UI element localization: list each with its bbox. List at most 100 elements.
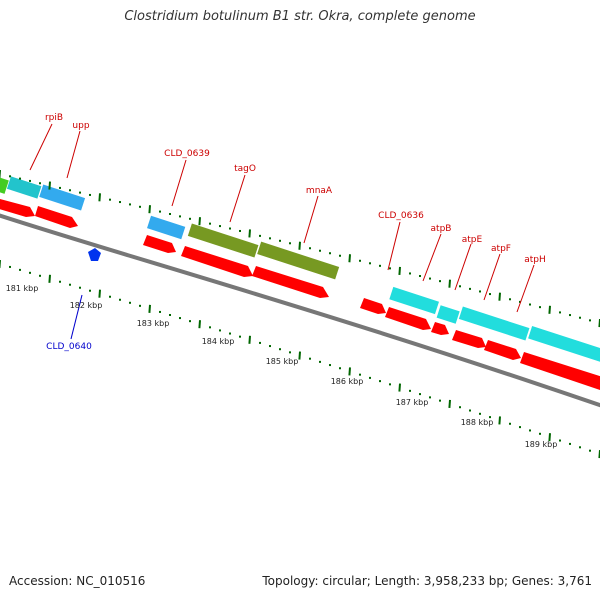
tick-mark [298, 241, 301, 250]
tick-dot [259, 234, 261, 237]
gene-label-atpf[interactable]: atpF [491, 244, 511, 254]
gene-box[interactable] [187, 223, 259, 258]
tick-dot [459, 285, 461, 288]
tick-dot [129, 203, 131, 206]
cds-arrow[interactable] [252, 266, 329, 298]
tick-dot [559, 311, 561, 314]
tick-dot [279, 239, 281, 242]
tick-dot [229, 332, 231, 335]
tick-dot [569, 314, 571, 317]
tick-dot [329, 252, 331, 255]
cds-arrow[interactable] [520, 352, 600, 392]
cds-arrow[interactable] [35, 206, 78, 228]
tick-dot [439, 399, 441, 402]
tick-dot [279, 348, 281, 351]
gene-label-cld-0639[interactable]: CLD_0639 [164, 149, 210, 159]
tick-dot [139, 205, 141, 208]
tick-mark [48, 274, 51, 283]
gene-label-rpib[interactable]: rpiB [45, 113, 63, 123]
gene-box[interactable] [6, 176, 42, 199]
tick-dot [529, 429, 531, 432]
kbp-label: 182 kbp [70, 301, 103, 310]
cds-arrow[interactable] [385, 307, 431, 330]
tick-dot [69, 189, 71, 192]
gene-box[interactable] [39, 184, 86, 211]
tick-dot [69, 283, 71, 286]
gene-box[interactable] [257, 241, 340, 280]
gene-label-atpe[interactable]: atpE [462, 235, 483, 245]
tick-dot [119, 201, 121, 204]
gene-box[interactable] [458, 306, 530, 341]
cds-arrow[interactable] [431, 322, 449, 335]
cds-arrow[interactable] [181, 246, 253, 277]
gene-label-atph[interactable]: atpH [524, 255, 546, 265]
tick-dot [339, 254, 341, 257]
kbp-label: 181 kbp [6, 284, 39, 293]
cds-arrow[interactable] [452, 330, 486, 348]
tick-mark [498, 416, 501, 425]
tick-dot [9, 265, 11, 268]
tick-dot [179, 215, 181, 218]
tick-dot [469, 287, 471, 290]
tick-dot [579, 316, 581, 319]
tick-dot [79, 191, 81, 194]
tick-dot [429, 277, 431, 280]
gene-label-tago[interactable]: tagO [234, 164, 256, 174]
tick-dot [129, 301, 131, 304]
tick-dot [469, 409, 471, 412]
feature-marker-cld-0640[interactable] [88, 248, 101, 261]
tick-dot [159, 310, 161, 313]
gene-box[interactable] [389, 286, 439, 315]
tick-dot [419, 393, 421, 396]
tick-dot [89, 289, 91, 292]
feature-track-top [0, 176, 600, 392]
tick-dot [189, 217, 191, 220]
tick-dot [369, 262, 371, 265]
tick-dot [269, 237, 271, 240]
kbp-label: 188 kbp [461, 418, 494, 427]
gene-label-cld-0636[interactable]: CLD_0636 [378, 211, 424, 221]
tick-dot [389, 267, 391, 270]
gene-label-upp[interactable]: upp [72, 121, 89, 131]
tick-dot [109, 198, 111, 201]
gene-label-mnaa[interactable]: mnaA [306, 186, 333, 196]
cds-arrow[interactable] [484, 340, 521, 360]
cds-arrow[interactable] [0, 199, 35, 217]
tick-dot [59, 280, 61, 283]
tick-dot [309, 247, 311, 250]
tick-dot [159, 210, 161, 213]
gene-box[interactable] [528, 325, 600, 364]
tick-dot [59, 186, 61, 189]
kbp-label: 189 kbp [525, 440, 558, 449]
tick-dot [39, 182, 41, 185]
gene-box[interactable] [147, 215, 186, 240]
tick-dot [319, 249, 321, 252]
tick-dot [509, 422, 511, 425]
kbp-label: 185 kbp [266, 357, 299, 366]
gene-box[interactable] [0, 176, 9, 194]
tick-dot [409, 272, 411, 275]
cds-arrow[interactable] [143, 235, 176, 253]
tick-mark [448, 279, 451, 288]
tick-dot [259, 341, 261, 344]
genome-backbone [0, 213, 600, 408]
tick-dot [29, 179, 31, 182]
cds-arrow[interactable] [360, 298, 386, 314]
gene-label-cld-0640[interactable]: CLD_0640 [46, 342, 92, 352]
tick-dot [389, 383, 391, 386]
gene-box[interactable] [436, 305, 460, 324]
tick-dot [189, 320, 191, 323]
gene-label-atpb[interactable]: atpB [431, 224, 452, 234]
tick-mark [348, 367, 351, 376]
tick-dot [39, 274, 41, 277]
tick-mark [98, 289, 101, 298]
tick-mark [48, 181, 51, 190]
tick-dot [589, 319, 591, 322]
tick-dot [459, 406, 461, 409]
tick-mark [198, 320, 201, 329]
tick-dot [139, 304, 141, 307]
tick-dot [429, 396, 431, 399]
tick-dot [369, 376, 371, 379]
label-leaders [29, 123, 535, 340]
